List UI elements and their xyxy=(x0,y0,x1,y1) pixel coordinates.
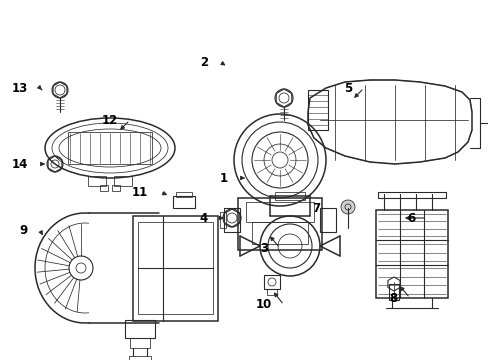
Bar xyxy=(224,208,240,232)
Bar xyxy=(112,185,120,191)
Bar xyxy=(251,222,307,244)
Bar xyxy=(130,338,150,348)
Text: 7: 7 xyxy=(311,202,319,215)
Bar xyxy=(319,208,335,232)
Bar xyxy=(68,132,152,164)
Text: 10: 10 xyxy=(255,298,271,311)
Bar xyxy=(377,192,445,198)
Text: 1: 1 xyxy=(220,171,227,184)
Text: 5: 5 xyxy=(343,81,351,94)
Bar xyxy=(138,222,213,314)
Bar xyxy=(245,202,313,222)
Text: 2: 2 xyxy=(200,55,207,68)
Bar xyxy=(307,90,327,130)
Bar xyxy=(220,212,225,228)
Bar xyxy=(88,176,106,186)
Bar xyxy=(238,198,321,250)
Text: 4: 4 xyxy=(199,211,207,225)
Bar xyxy=(114,176,132,186)
Bar xyxy=(274,192,305,200)
Bar xyxy=(266,289,276,295)
Bar xyxy=(100,185,108,191)
Bar xyxy=(173,196,195,208)
Bar xyxy=(133,216,218,321)
Bar xyxy=(375,210,447,298)
Text: 9: 9 xyxy=(20,224,28,237)
Bar xyxy=(129,356,151,360)
Text: 3: 3 xyxy=(259,242,267,255)
Bar xyxy=(264,275,280,289)
Text: 14: 14 xyxy=(12,158,28,171)
Text: 13: 13 xyxy=(12,81,28,94)
Bar xyxy=(176,192,192,197)
Text: 12: 12 xyxy=(102,113,118,126)
Circle shape xyxy=(340,200,354,214)
Text: 6: 6 xyxy=(406,211,414,225)
Bar xyxy=(388,284,398,300)
Text: 11: 11 xyxy=(131,185,148,198)
Bar xyxy=(125,320,155,338)
Text: 8: 8 xyxy=(389,292,397,305)
